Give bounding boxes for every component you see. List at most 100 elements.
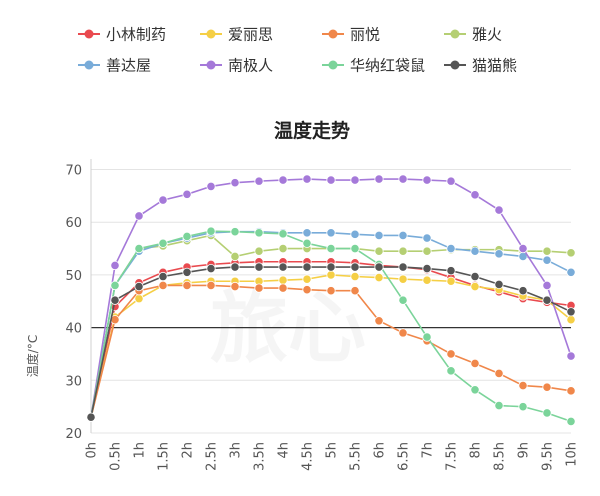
data-point (374, 262, 384, 272)
data-point (494, 368, 504, 379)
x-tick-label: 2.5h (205, 442, 220, 471)
data-point (278, 283, 288, 293)
x-tick-label: 4.5h (301, 442, 316, 471)
data-point (302, 274, 312, 284)
data-point (302, 228, 312, 238)
data-point (350, 262, 360, 272)
data-point (374, 246, 384, 256)
data-point (326, 286, 336, 296)
data-point (158, 238, 168, 248)
data-point (542, 280, 552, 291)
legend-label: 猫猫熊 (472, 57, 517, 75)
legend-label: 南极人 (228, 57, 273, 75)
data-point (398, 274, 408, 284)
chart-title: 温度走势 (274, 119, 350, 142)
y-tick-label: 60 (65, 216, 82, 231)
data-point (422, 233, 432, 243)
data-point (494, 205, 504, 215)
legend-label: 爱丽思 (228, 26, 273, 44)
data-point (182, 267, 192, 277)
legend-swatch-dot (84, 29, 94, 39)
data-point (206, 226, 216, 236)
data-point (134, 281, 144, 292)
data-point (398, 295, 408, 305)
data-point (350, 229, 360, 239)
data-point (254, 246, 264, 256)
data-point (566, 267, 576, 277)
data-point (422, 332, 432, 342)
data-point (470, 281, 480, 292)
data-point (134, 294, 144, 304)
data-point (230, 178, 240, 188)
data-point (542, 408, 552, 418)
data-point (422, 263, 432, 274)
data-point (158, 271, 168, 282)
data-point (422, 175, 432, 185)
data-point (446, 366, 456, 376)
data-point (326, 270, 336, 280)
data-point (398, 174, 408, 184)
x-tick-label: 9h (517, 442, 532, 459)
legend-swatch-dot (328, 29, 338, 39)
data-point (374, 230, 384, 241)
data-point (566, 416, 576, 427)
data-point (278, 262, 288, 272)
data-point (470, 271, 480, 282)
data-point (230, 251, 240, 262)
x-axis-ticks: 0h 0.5h 1h 1.5h 2h 2.5h 3h 3.5h 4h 4.5h 5h 5.5h 6h 6.… (85, 442, 580, 471)
data-point (230, 227, 240, 237)
data-point (254, 176, 264, 186)
data-point (182, 280, 192, 291)
legend-label: 小林制药 (106, 26, 166, 44)
data-point (542, 382, 552, 392)
series-丽悦 (86, 280, 576, 422)
x-tick-label: 6.5h (397, 442, 412, 471)
data-point (494, 249, 504, 259)
data-point (566, 307, 576, 317)
data-point (446, 176, 456, 186)
data-point (254, 228, 264, 238)
legend-swatch-dot (450, 60, 460, 70)
data-point (278, 275, 288, 285)
legend-swatch-dot (206, 60, 216, 70)
data-point (398, 262, 408, 272)
data-point (542, 246, 552, 256)
legend-item: 丽悦 (322, 26, 380, 44)
y-axis-ticks: 20 30 40 50 60 70 (65, 164, 82, 442)
x-tick-label: 0h (85, 442, 100, 459)
data-point (302, 238, 312, 248)
data-point (566, 248, 576, 258)
data-point (470, 190, 480, 200)
data-point (158, 280, 168, 291)
data-point (470, 246, 480, 256)
data-point (254, 283, 264, 293)
x-tick-label: 6h (373, 442, 388, 459)
y-tick-label: 70 (65, 164, 82, 179)
legend-item: 爱丽思 (200, 26, 273, 44)
data-point (470, 385, 480, 395)
x-tick-label: 10h (565, 442, 580, 467)
legend-label: 丽悦 (350, 26, 380, 44)
legend-item: 雅火 (444, 26, 502, 44)
x-tick-label: 2h (181, 442, 196, 459)
data-point (494, 400, 504, 411)
data-point (566, 351, 576, 361)
data-point (350, 175, 360, 185)
y-axis-title: 温度/°C (25, 335, 40, 377)
x-tick-label: 8.5h (493, 442, 508, 471)
data-point (518, 243, 528, 254)
y-tick-label: 20 (65, 427, 82, 442)
data-point (374, 174, 384, 184)
data-point (350, 286, 360, 296)
data-point (374, 316, 384, 326)
series-华纳红袋鼠 (86, 226, 576, 427)
data-point (86, 412, 96, 422)
data-point (398, 246, 408, 256)
x-tick-label: 5.5h (349, 442, 364, 471)
data-point (206, 280, 216, 291)
legend-label: 善达屋 (106, 57, 151, 75)
x-tick-label: 7.5h (445, 442, 460, 471)
data-point (542, 255, 552, 265)
y-tick-label: 40 (65, 322, 82, 337)
